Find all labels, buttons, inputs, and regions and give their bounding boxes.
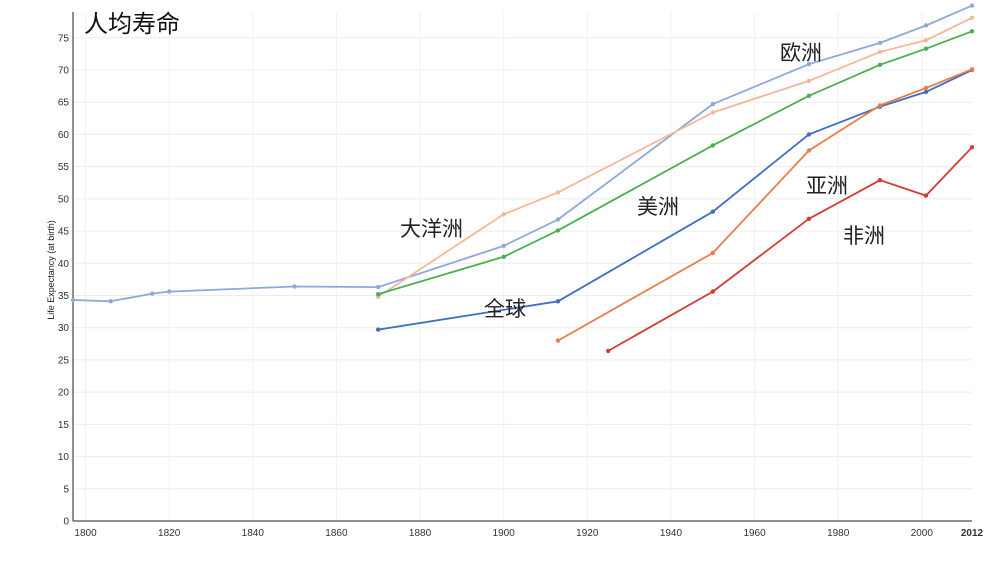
y-tick-label: 0 [63,517,69,528]
y-axis-label: Life Expectancy (at birth) [46,220,56,320]
y-tick-label: 20 [58,388,70,399]
y-tick-label: 55 [58,162,70,173]
data-point [969,29,975,34]
data-point [923,89,929,95]
data-point [923,23,929,28]
data-point [606,348,611,354]
data-point [501,212,506,217]
data-point [150,291,155,296]
series-lines [70,3,975,354]
y-tick-label: 60 [58,130,70,141]
series-大洋洲 [376,15,975,299]
data-point [501,254,506,259]
data-point [877,178,883,183]
x-tick-label: 1800 [74,528,97,539]
data-point [877,103,883,108]
data-point [710,101,715,107]
data-point [710,289,715,294]
data-point [555,228,561,233]
data-point [555,299,561,304]
data-point [292,284,297,289]
data-point [710,143,715,148]
x-tick-label: 1820 [158,528,181,539]
series-label: 欧洲 [780,41,822,65]
series-line [607,146,973,352]
y-tick-label: 70 [58,65,70,76]
x-tick-label: 1900 [493,528,516,539]
data-point [923,85,929,91]
x-tick-label: 1880 [409,528,432,539]
data-point [167,289,172,294]
y-tick-label: 65 [58,98,70,109]
series-美洲 [376,29,975,297]
data-point [376,292,381,297]
x-tick-label: 1920 [576,528,599,539]
series-label: 美洲 [637,195,679,219]
data-point [923,193,929,198]
x-tick-label: 1960 [743,528,766,539]
series-line [557,68,973,342]
data-point [70,297,76,303]
axes: 0 5 10 15 20 25 30 35 40 45 50 55 60 65 70 75 1800 1820 18… [58,12,984,539]
data-point [806,216,812,221]
data-point [710,209,715,214]
data-point [877,62,883,67]
series-亚洲 [555,67,975,343]
series-line [377,16,973,298]
series-label: 亚洲 [806,174,848,198]
series-label: 全球 [484,297,526,321]
series-label: 非洲 [843,224,885,248]
data-point [501,243,506,249]
x-tick-label: 2000 [911,528,934,539]
data-point [108,299,113,304]
data-point [923,38,929,43]
y-tick-label: 35 [58,291,70,302]
data-point [806,78,812,84]
x-tick-label: 1940 [660,528,683,539]
x-tick-label: 1860 [325,528,348,539]
series-line [72,4,973,303]
chart-title: 人均寿命 [84,10,180,38]
x-tick-label: 1980 [827,528,850,539]
data-point [555,190,561,195]
y-tick-label: 50 [58,194,70,205]
data-point [877,49,883,55]
y-tick-label: 25 [58,355,70,366]
data-point [969,67,975,72]
series-line [377,30,973,296]
data-point [923,46,929,51]
data-point [376,284,381,290]
data-point [877,40,883,46]
data-point [710,250,715,256]
data-point [806,61,812,67]
data-point [969,145,975,150]
grid [73,12,972,522]
y-tick-label: 10 [58,452,70,463]
data-point [806,93,812,99]
y-tick-label: 5 [63,484,69,495]
data-point [969,15,975,20]
data-point [555,338,561,343]
y-tick-label: 45 [58,227,70,238]
data-point [376,327,381,332]
x-tick-label: 1840 [242,528,265,539]
y-tick-label: 40 [58,259,70,270]
data-point [806,148,812,153]
data-point [555,217,561,222]
series-欧洲 [70,3,975,304]
data-point [806,132,812,137]
y-tick-label: 75 [58,33,70,44]
data-point [969,3,975,8]
data-point [710,110,715,115]
series-非洲 [606,145,975,354]
x-tick-label-last: 2012 [961,528,984,539]
y-tick-label: 30 [58,323,70,334]
y-tick-label: 15 [58,420,70,431]
series-label: 大洋洲 [400,217,463,241]
